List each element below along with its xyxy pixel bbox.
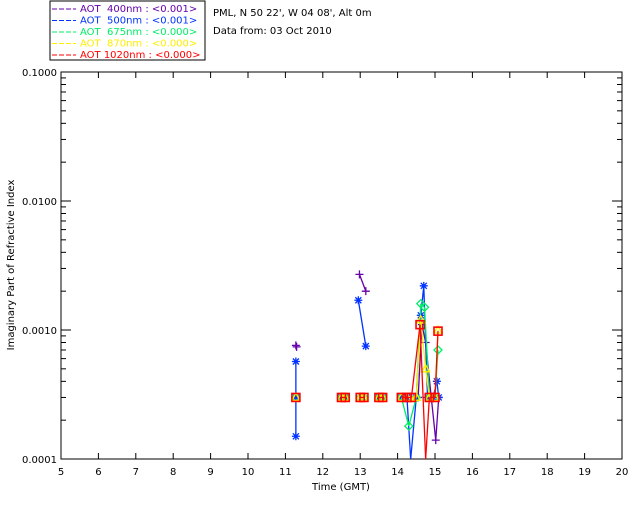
data-point [433,326,443,336]
data-point [361,342,370,351]
series-line-segment [357,300,367,347]
x-tick-label: 6 [95,467,101,478]
data-point [432,377,441,386]
x-tick-label: 10 [242,467,255,478]
series-line-segment [417,324,423,398]
y-axis-label: Imaginary Part of Refractive Index [6,180,17,351]
legend: AOT 400nm : <0.001>AOT 500nm : <0.001>AO… [52,4,200,61]
x-tick-label: 16 [466,467,479,478]
series-line-segment [430,397,437,441]
data-point [415,319,425,330]
plot-marks [290,270,444,460]
series-line-segment [435,397,440,441]
data-point [290,392,301,402]
y-axis: 0.0001 0.0010 0.0100 0.1000 [22,68,622,466]
legend-label: AOT 500nm : <0.001> [80,16,197,27]
x-tick-label: 12 [316,467,329,478]
site-title: PML, N 50 22', W 04 08', Alt 0m [213,8,372,19]
data-point [433,345,443,355]
series-line-segment [410,324,421,398]
series-line-segment [423,307,431,398]
series-0 [291,270,443,445]
legend-label: AOT 870nm : <0.000> [80,39,197,50]
x-tick-label: 8 [170,467,176,478]
x-tick-label: 15 [429,467,442,478]
plot-frame [60,71,623,460]
x-tick-label: 9 [207,467,213,478]
x-tick-label: 14 [391,467,404,478]
x-axis-label: Time (GMT) [311,482,370,493]
y-tick-label: 0.0010 [22,326,57,337]
data-point [424,392,435,403]
data-point [431,436,440,445]
data-point [411,392,422,402]
data-point [359,392,369,403]
legend-label: AOT 1020nm : <0.000> [80,50,200,61]
data-point [403,421,414,431]
data-point [377,392,388,403]
data-point [355,270,364,279]
series-line-segment [406,397,412,460]
data-point [354,296,363,305]
data-point [411,392,422,403]
data-point [291,393,300,402]
x-tick-label: 18 [541,467,554,478]
data-point [340,392,351,403]
data-point [291,357,300,366]
y-tick-label: 0.1000 [22,68,57,79]
x-tick-label: 7 [133,467,139,478]
data-point [361,287,370,296]
data-point [420,363,431,373]
series-line-segment [434,331,439,398]
data-point [291,392,301,403]
series-4 [291,319,443,460]
data-point [419,302,430,313]
series-line-segment [425,397,431,460]
legend-label: AOT 400nm : <0.001> [80,4,197,15]
x-axis: 5 6 7 8 9 10 11 12 13 14 15 16 17 18 19 20 [58,72,629,478]
series-line-segment [410,397,417,460]
data-point [406,392,417,403]
series-line-segment [419,324,427,460]
data-point [430,392,440,403]
y-tick-label: 0.0001 [22,455,57,466]
x-tick-label: 19 [578,467,591,478]
x-tick-label: 17 [503,467,516,478]
data-point [396,392,407,403]
x-tick-label: 5 [58,467,64,478]
date-subtitle: Data from: 03 Oct 2010 [213,26,332,37]
data-point [292,342,301,351]
x-tick-label: 11 [279,467,292,478]
legend-box [49,0,206,61]
legend-label: AOT 675nm : <0.000> [80,27,197,38]
data-point [291,341,300,350]
x-tick-label: 13 [354,467,367,478]
data-point [291,432,300,441]
data-point [415,314,426,324]
y-tick-label: 0.0100 [22,197,57,208]
x-tick-label: 20 [616,467,629,478]
data-point [419,281,428,290]
series-line-segment [358,274,367,292]
